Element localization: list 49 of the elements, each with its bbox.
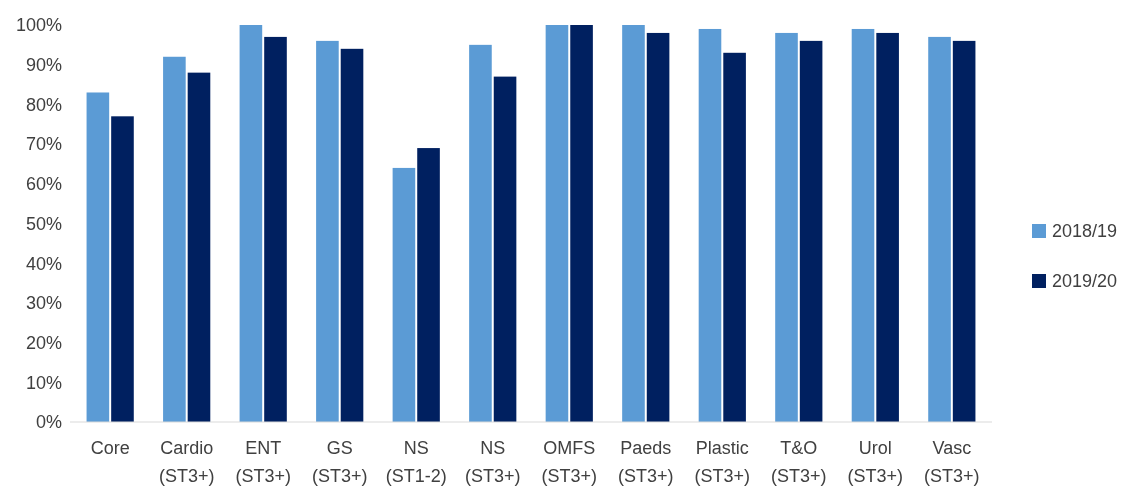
legend-label: 2018/19 (1052, 221, 1118, 242)
bar (111, 116, 134, 422)
legend-label: 2019/20 (1052, 271, 1118, 292)
x-tick-label: OMFS (ST3+) (541, 438, 598, 486)
bar (417, 148, 440, 422)
y-tick-label: 30% (25, 293, 62, 314)
x-tick-label: Core (90, 438, 130, 458)
bar (646, 32, 670, 422)
bar (340, 48, 364, 422)
y-tick-label: 100% (15, 15, 62, 36)
bar (952, 40, 976, 422)
bar (851, 28, 875, 422)
bar (86, 92, 110, 422)
bar (493, 76, 517, 422)
bar (928, 36, 951, 422)
y-tick-label: 40% (25, 253, 62, 274)
y-tick-label: 50% (25, 213, 62, 234)
x-tick-label: Vasc (ST3+) (924, 438, 980, 486)
bar (876, 32, 899, 422)
x-tick-label: Paeds (ST3+) (618, 438, 674, 486)
bar (264, 36, 287, 422)
bar (163, 56, 186, 422)
bar (187, 72, 211, 422)
y-tick-label: 0% (35, 412, 62, 433)
bar (392, 167, 416, 422)
bar (469, 44, 492, 422)
bar (622, 25, 645, 422)
bar (239, 25, 263, 422)
y-tick-label: 90% (25, 55, 62, 75)
bar (775, 32, 798, 422)
bar (570, 25, 593, 422)
x-tick-label: GS (ST3+) (311, 438, 368, 486)
y-tick-label: 60% (25, 174, 62, 195)
bar (316, 40, 339, 422)
y-tick-label: 10% (25, 372, 62, 393)
bar (799, 40, 823, 422)
x-tick-label: Cardio (ST3+) (158, 438, 215, 486)
bar (723, 52, 746, 422)
bar (545, 25, 569, 422)
x-tick-label: NS (ST1-2) (385, 438, 447, 486)
x-tick-label: T&O (ST3+) (771, 438, 827, 486)
y-tick-label: 80% (25, 94, 62, 115)
bar (698, 28, 722, 422)
y-tick-label: 20% (25, 332, 62, 353)
x-tick-label: Plastic (ST3+) (694, 438, 751, 486)
x-tick-label: Urol (ST3+) (847, 438, 904, 486)
x-tick-label: ENT (ST3+) (235, 438, 291, 486)
y-tick-label: 70% (25, 134, 62, 155)
x-tick-label: NS (ST3+) (464, 438, 521, 486)
